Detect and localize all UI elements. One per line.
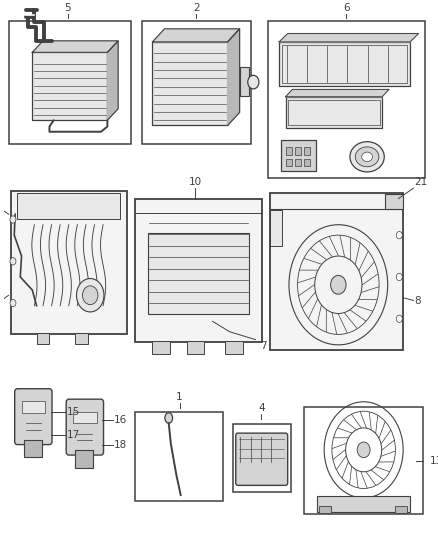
Polygon shape	[286, 90, 389, 97]
Bar	[187, 341, 204, 354]
Bar	[152, 42, 228, 125]
Bar	[270, 193, 403, 350]
Text: 13: 13	[430, 456, 438, 466]
Bar	[304, 407, 423, 514]
Bar	[233, 424, 291, 492]
Text: 4: 4	[258, 403, 265, 413]
Text: 21: 21	[415, 177, 428, 187]
Bar	[152, 341, 170, 354]
Polygon shape	[279, 34, 419, 42]
Polygon shape	[107, 41, 118, 120]
Bar	[281, 140, 315, 172]
Text: 16: 16	[114, 415, 127, 425]
Text: 1: 1	[176, 392, 183, 402]
Bar	[295, 159, 301, 166]
Bar	[226, 341, 243, 354]
Bar	[17, 193, 120, 220]
Circle shape	[10, 300, 16, 306]
Text: 18: 18	[114, 440, 127, 450]
Circle shape	[77, 279, 104, 312]
Bar	[319, 506, 331, 513]
Bar	[270, 210, 282, 246]
Bar	[268, 21, 425, 177]
Bar	[240, 68, 249, 96]
Text: 15: 15	[67, 407, 80, 417]
Circle shape	[82, 286, 98, 305]
Circle shape	[10, 216, 16, 223]
Circle shape	[357, 442, 370, 458]
Text: 17: 17	[67, 430, 80, 440]
Circle shape	[396, 273, 402, 280]
FancyBboxPatch shape	[66, 399, 103, 455]
Text: 2: 2	[193, 3, 200, 13]
Bar	[304, 159, 311, 166]
Text: 7: 7	[260, 341, 266, 351]
Polygon shape	[228, 29, 240, 125]
Bar	[288, 100, 380, 125]
Circle shape	[331, 276, 346, 294]
Text: 6: 6	[343, 3, 350, 13]
Ellipse shape	[350, 142, 384, 172]
Bar	[279, 42, 410, 86]
FancyBboxPatch shape	[15, 389, 52, 445]
Bar	[295, 148, 301, 155]
Bar	[9, 21, 131, 144]
Bar	[135, 199, 262, 342]
Circle shape	[396, 231, 402, 239]
Text: 8: 8	[415, 296, 421, 306]
Circle shape	[396, 315, 402, 322]
Ellipse shape	[362, 152, 372, 161]
Circle shape	[248, 75, 259, 89]
Bar	[36, 333, 49, 344]
Bar	[385, 195, 403, 209]
Bar	[142, 21, 251, 144]
Polygon shape	[152, 29, 240, 42]
Bar	[286, 159, 292, 166]
Bar	[11, 191, 127, 334]
Bar	[304, 148, 311, 155]
Bar	[24, 440, 42, 457]
Polygon shape	[32, 41, 118, 52]
Bar	[148, 232, 249, 313]
Bar	[32, 52, 107, 120]
Text: 5: 5	[64, 3, 71, 13]
FancyBboxPatch shape	[236, 433, 288, 486]
Bar	[135, 411, 223, 500]
Circle shape	[10, 257, 16, 265]
Bar	[286, 148, 292, 155]
Ellipse shape	[355, 147, 379, 167]
Bar	[75, 450, 93, 467]
Bar	[396, 506, 407, 513]
Ellipse shape	[165, 413, 173, 423]
Bar	[73, 411, 97, 423]
Bar	[282, 45, 407, 83]
Bar	[75, 333, 88, 344]
Bar	[286, 97, 382, 128]
Bar	[21, 401, 45, 413]
Text: 10: 10	[189, 177, 202, 187]
Bar	[317, 496, 410, 512]
